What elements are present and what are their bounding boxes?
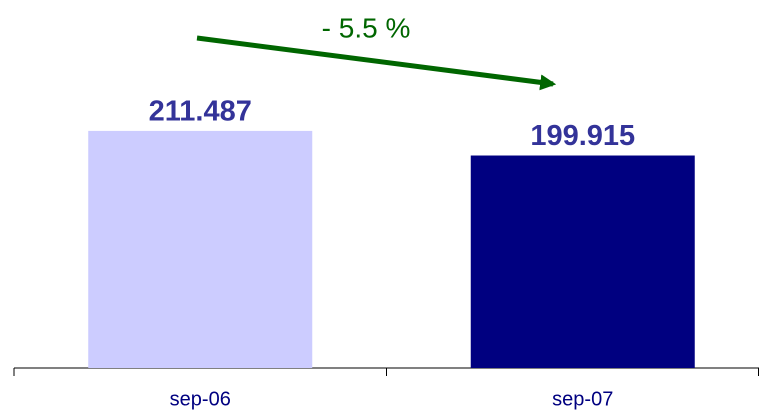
trend-arrow xyxy=(196,35,557,91)
x-tick-label: sep-07 xyxy=(552,388,613,410)
data-label: 211.487 xyxy=(149,96,252,128)
data-label: 199.915 xyxy=(530,120,635,152)
x-tick-label: sep-06 xyxy=(170,388,231,410)
bar xyxy=(470,155,695,368)
bar xyxy=(88,130,313,368)
change-annotation: - 5.5 % xyxy=(322,12,411,43)
